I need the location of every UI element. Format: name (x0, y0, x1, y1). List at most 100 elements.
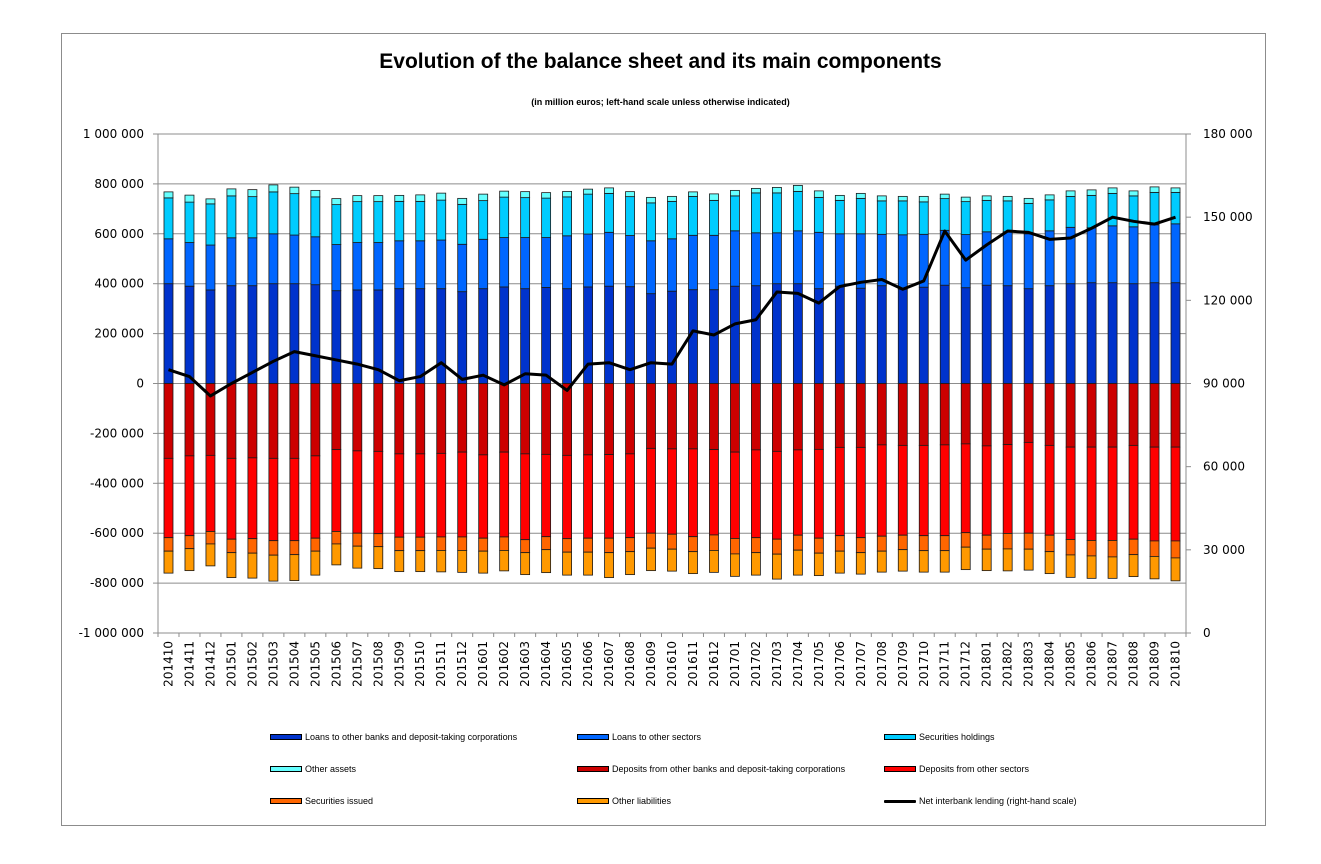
x-tick-label: 201808 (1127, 641, 1141, 687)
bar-segment (751, 449, 761, 539)
legend-swatch (577, 734, 609, 740)
bar-segment (436, 199, 447, 241)
bar-segment (289, 554, 300, 582)
bar-segment (352, 450, 363, 534)
x-tick-label: 201806 (1085, 641, 1099, 687)
bar-segment (1107, 187, 1118, 194)
legend-item: Deposits from other banks and deposit-ta… (577, 763, 845, 775)
y-tick-label: -800 000 (90, 576, 144, 590)
bar-segment (667, 200, 677, 240)
bar-segment (1107, 446, 1118, 541)
bar-segment (184, 383, 195, 457)
bar-segment (562, 538, 573, 553)
bar-segment (667, 195, 677, 202)
bar-segment (520, 453, 531, 541)
bar-segment (730, 230, 740, 287)
bar-segment (751, 537, 761, 554)
legend-swatch (577, 798, 609, 804)
bar-segment (981, 445, 992, 536)
x-tick-label: 201606 (581, 641, 595, 687)
bar-segment (876, 383, 887, 446)
bar-segment (1044, 534, 1055, 553)
bar-segment (268, 457, 279, 542)
chart-title: Evolution of the balance sheet and its m… (379, 50, 942, 73)
legend-item: Securities holdings (884, 731, 995, 743)
x-tick-label: 201805 (1064, 641, 1078, 687)
bar-segment (1086, 282, 1097, 384)
bar-segment (688, 536, 698, 553)
bar-segment (1002, 444, 1013, 534)
bar-segment (520, 197, 531, 238)
bar-segment (1149, 446, 1160, 542)
legend-label: Deposits from other banks and deposit-ta… (612, 764, 846, 774)
bar-segment (667, 448, 677, 535)
bar-segment (1128, 444, 1139, 540)
bar-segment (205, 198, 216, 205)
bar-segment (981, 199, 992, 233)
bar-segment (520, 191, 531, 199)
bar-segment (1128, 283, 1139, 384)
y-tick-label: -400 000 (90, 476, 144, 490)
bar-segment (1128, 554, 1139, 578)
bar-segment (478, 200, 489, 240)
bar-segment (897, 383, 908, 446)
bar-segment (834, 233, 845, 287)
bar-segment (331, 198, 342, 206)
bar-segment (918, 195, 929, 203)
bar-segment (939, 383, 950, 446)
bar-segment (834, 550, 845, 574)
bar-segment (1044, 285, 1055, 384)
bar-segment (667, 238, 677, 292)
bar-segment (709, 383, 719, 451)
bar-segment (352, 383, 363, 452)
bar-segment (310, 189, 321, 198)
bar-segment (1002, 383, 1013, 446)
bar-segment (813, 448, 824, 539)
bar-segment (771, 186, 782, 194)
bar-segment (960, 287, 971, 384)
bar-segment (1023, 202, 1034, 235)
bar-segment (709, 550, 719, 573)
legend-label: Securities holdings (919, 732, 995, 742)
bar-segment (646, 547, 656, 572)
bar-segment (226, 538, 237, 554)
bar-segment (813, 383, 824, 450)
bar-segment (813, 537, 824, 554)
x-tick-label: 201609 (644, 641, 658, 687)
bar-segment (394, 288, 405, 384)
bar-segment (499, 451, 510, 538)
bar-segment (834, 194, 845, 201)
bar-segment (730, 195, 740, 232)
x-tick-label: 201702 (749, 641, 763, 687)
bar-segment (205, 531, 216, 545)
legend-label: Net interbank lending (right-hand scale) (919, 796, 1077, 806)
bar-segment (1002, 200, 1013, 233)
bar-segment (436, 383, 447, 454)
y-tick-label: -600 000 (90, 526, 144, 540)
bar-segment (1065, 383, 1076, 448)
bar-segment (1128, 538, 1139, 556)
legend-label: Loans to other sectors (612, 732, 702, 742)
bar-segment (310, 284, 321, 384)
bar-segment (499, 536, 510, 551)
bar-segment (457, 451, 468, 538)
bar-segment (583, 383, 593, 456)
bar-segment (289, 283, 300, 384)
bar-segment (688, 383, 698, 450)
bar-segment (499, 383, 510, 453)
bar-segment (289, 234, 300, 285)
x-tick-label: 201807 (1106, 641, 1120, 687)
bar-segment (268, 184, 279, 193)
bar-segment (1107, 192, 1118, 227)
y2-tick-label: 150 000 (1203, 210, 1253, 224)
bar-segment (625, 453, 635, 539)
bar-segment (918, 535, 929, 552)
legend-label: Loans to other banks and deposit-taking … (305, 732, 518, 742)
bar-segment (1149, 224, 1160, 284)
bar-segment (730, 285, 740, 384)
y-tick-label: 800 000 (94, 177, 144, 191)
bar-segment (163, 383, 174, 459)
bar-segment (415, 536, 426, 552)
bar-segment (1023, 383, 1034, 443)
bar-segment (205, 454, 216, 532)
